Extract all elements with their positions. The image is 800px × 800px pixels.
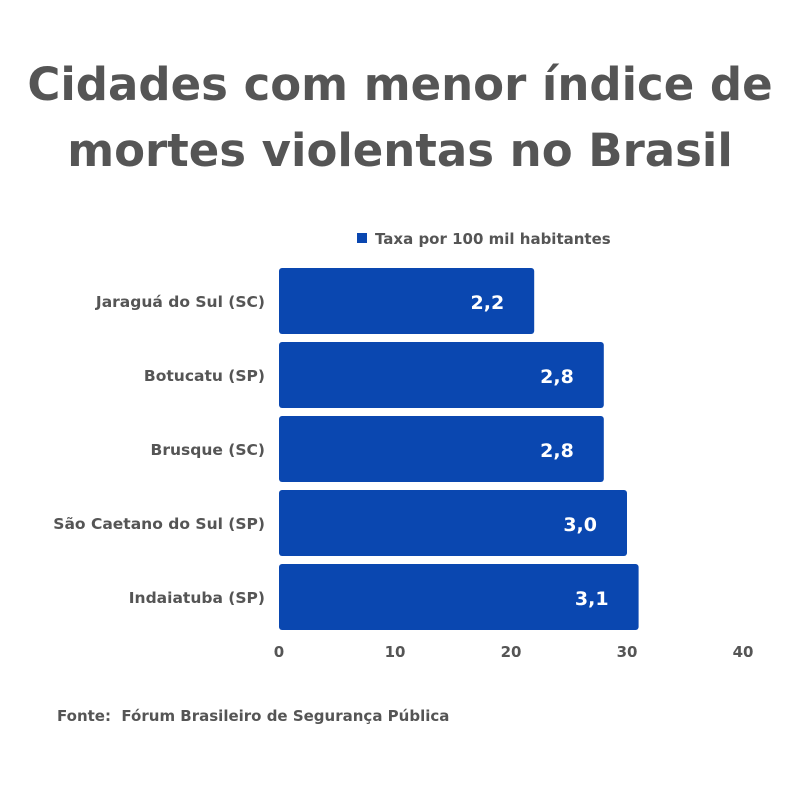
- source-note: Fonte: Fórum Brasileiro de Segurança Púb…: [57, 707, 449, 725]
- chart-title-line-1: Cidades com menor índice de: [27, 58, 773, 111]
- x-axis-ticks: 0 10 20 30 40: [274, 643, 754, 661]
- value-label: 3,1: [575, 588, 609, 610]
- legend: Taxa por 100 mil habitantes: [357, 230, 611, 248]
- bar: [279, 268, 535, 334]
- category-label: Brusque (SC): [151, 441, 265, 459]
- chart-title: Cidades com menor índice de mortes viole…: [0, 52, 800, 184]
- x-tick-label: 10: [385, 643, 406, 661]
- value-label: 2,8: [540, 366, 574, 388]
- value-labels: 2,2 2,8 2,8 3,0 3,1: [471, 292, 609, 610]
- bar: [279, 416, 604, 482]
- bar: [279, 342, 604, 408]
- legend-swatch: [357, 233, 367, 243]
- x-tick-label: 0: [274, 643, 284, 661]
- source-label: Fonte:: [57, 707, 111, 725]
- category-labels: Jaraguá do Sul (SC) Botucatu (SP) Brusque …: [53, 293, 265, 607]
- x-tick-label: 20: [501, 643, 522, 661]
- source-text: Fórum Brasileiro de Segurança Pública: [121, 707, 450, 725]
- value-label: 2,2: [471, 292, 505, 314]
- category-label: Jaraguá do Sul (SC): [95, 293, 265, 311]
- category-label: São Caetano do Sul (SP): [53, 515, 265, 533]
- value-label: 2,8: [540, 440, 574, 462]
- legend-label: Taxa por 100 mil habitantes: [375, 230, 611, 248]
- bars: [279, 268, 639, 630]
- x-tick-label: 30: [617, 643, 638, 661]
- value-label: 3,0: [563, 514, 597, 536]
- category-label: Indaiatuba (SP): [129, 589, 265, 607]
- bar: [279, 564, 639, 630]
- x-tick-label: 40: [733, 643, 754, 661]
- chart-title-line-2: mortes violentas no Brasil: [67, 124, 733, 177]
- category-label: Botucatu (SP): [144, 367, 265, 385]
- bar: [279, 490, 627, 556]
